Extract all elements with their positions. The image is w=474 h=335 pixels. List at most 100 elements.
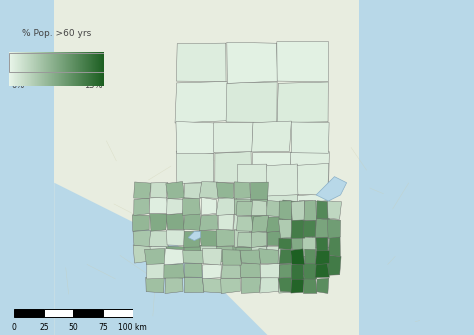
Polygon shape	[216, 229, 234, 246]
Polygon shape	[133, 245, 151, 263]
Polygon shape	[278, 249, 299, 264]
Polygon shape	[201, 197, 217, 215]
Polygon shape	[282, 215, 299, 232]
Polygon shape	[202, 278, 222, 293]
Polygon shape	[185, 263, 202, 277]
Polygon shape	[167, 199, 184, 215]
Polygon shape	[292, 264, 304, 279]
Polygon shape	[316, 237, 328, 256]
Polygon shape	[317, 201, 328, 219]
Polygon shape	[291, 249, 305, 265]
Polygon shape	[240, 250, 260, 264]
Polygon shape	[283, 200, 298, 217]
Polygon shape	[297, 194, 329, 226]
Polygon shape	[149, 231, 168, 247]
Polygon shape	[151, 183, 168, 198]
Polygon shape	[279, 256, 293, 275]
Polygon shape	[327, 219, 341, 239]
Polygon shape	[233, 246, 251, 262]
Polygon shape	[312, 247, 328, 263]
Text: 50: 50	[69, 323, 78, 332]
Polygon shape	[277, 82, 328, 123]
Polygon shape	[277, 42, 328, 81]
Polygon shape	[303, 278, 317, 293]
Polygon shape	[316, 177, 346, 201]
Polygon shape	[313, 216, 329, 232]
Text: 100 km: 100 km	[118, 323, 147, 332]
Polygon shape	[216, 246, 234, 263]
Polygon shape	[165, 277, 183, 293]
Polygon shape	[303, 237, 316, 257]
Polygon shape	[266, 217, 283, 232]
Polygon shape	[297, 231, 313, 248]
Polygon shape	[291, 122, 329, 153]
Polygon shape	[250, 246, 268, 263]
Polygon shape	[166, 230, 184, 246]
Polygon shape	[315, 218, 329, 237]
Polygon shape	[134, 182, 151, 198]
Polygon shape	[252, 121, 292, 152]
Polygon shape	[304, 200, 317, 220]
Polygon shape	[188, 231, 201, 241]
Polygon shape	[221, 263, 241, 278]
Polygon shape	[176, 122, 214, 153]
Polygon shape	[282, 231, 299, 247]
Polygon shape	[227, 42, 277, 83]
Polygon shape	[260, 263, 280, 278]
Text: 0: 0	[12, 323, 17, 332]
Polygon shape	[278, 219, 292, 238]
Polygon shape	[216, 182, 234, 198]
Polygon shape	[252, 231, 267, 248]
Polygon shape	[54, 0, 420, 335]
Polygon shape	[317, 278, 329, 293]
Polygon shape	[234, 182, 250, 199]
Polygon shape	[183, 231, 200, 247]
Polygon shape	[297, 246, 313, 262]
Polygon shape	[252, 153, 291, 184]
Polygon shape	[267, 247, 283, 261]
Polygon shape	[297, 163, 328, 195]
Polygon shape	[133, 230, 151, 247]
Polygon shape	[267, 231, 284, 246]
Polygon shape	[202, 249, 222, 265]
Polygon shape	[237, 232, 252, 247]
Polygon shape	[328, 201, 342, 219]
Polygon shape	[216, 197, 235, 215]
Polygon shape	[150, 213, 168, 231]
Polygon shape	[315, 256, 329, 275]
Polygon shape	[280, 263, 299, 279]
Polygon shape	[176, 151, 214, 184]
Text: 25: 25	[39, 323, 49, 332]
Polygon shape	[259, 249, 279, 264]
Polygon shape	[202, 264, 221, 279]
Bar	[9, 53, 104, 72]
Polygon shape	[315, 263, 329, 278]
Polygon shape	[215, 152, 252, 182]
Text: 15%: 15%	[84, 81, 102, 90]
Polygon shape	[251, 199, 268, 215]
Polygon shape	[234, 229, 250, 247]
Polygon shape	[149, 197, 168, 214]
Polygon shape	[54, 183, 267, 335]
Polygon shape	[290, 152, 329, 184]
Bar	[44, 309, 73, 317]
Polygon shape	[236, 201, 253, 215]
Polygon shape	[145, 249, 165, 264]
Polygon shape	[214, 123, 253, 152]
Polygon shape	[166, 213, 184, 229]
Polygon shape	[200, 230, 218, 246]
Polygon shape	[279, 201, 292, 220]
Polygon shape	[236, 194, 269, 225]
Polygon shape	[201, 245, 218, 262]
Polygon shape	[252, 200, 268, 216]
Polygon shape	[328, 237, 340, 257]
Polygon shape	[250, 229, 268, 246]
Polygon shape	[182, 198, 201, 215]
Polygon shape	[292, 237, 305, 257]
Polygon shape	[147, 263, 166, 279]
Polygon shape	[250, 182, 268, 200]
Polygon shape	[312, 230, 328, 248]
Polygon shape	[240, 263, 260, 277]
Polygon shape	[221, 278, 240, 293]
Polygon shape	[150, 246, 168, 262]
